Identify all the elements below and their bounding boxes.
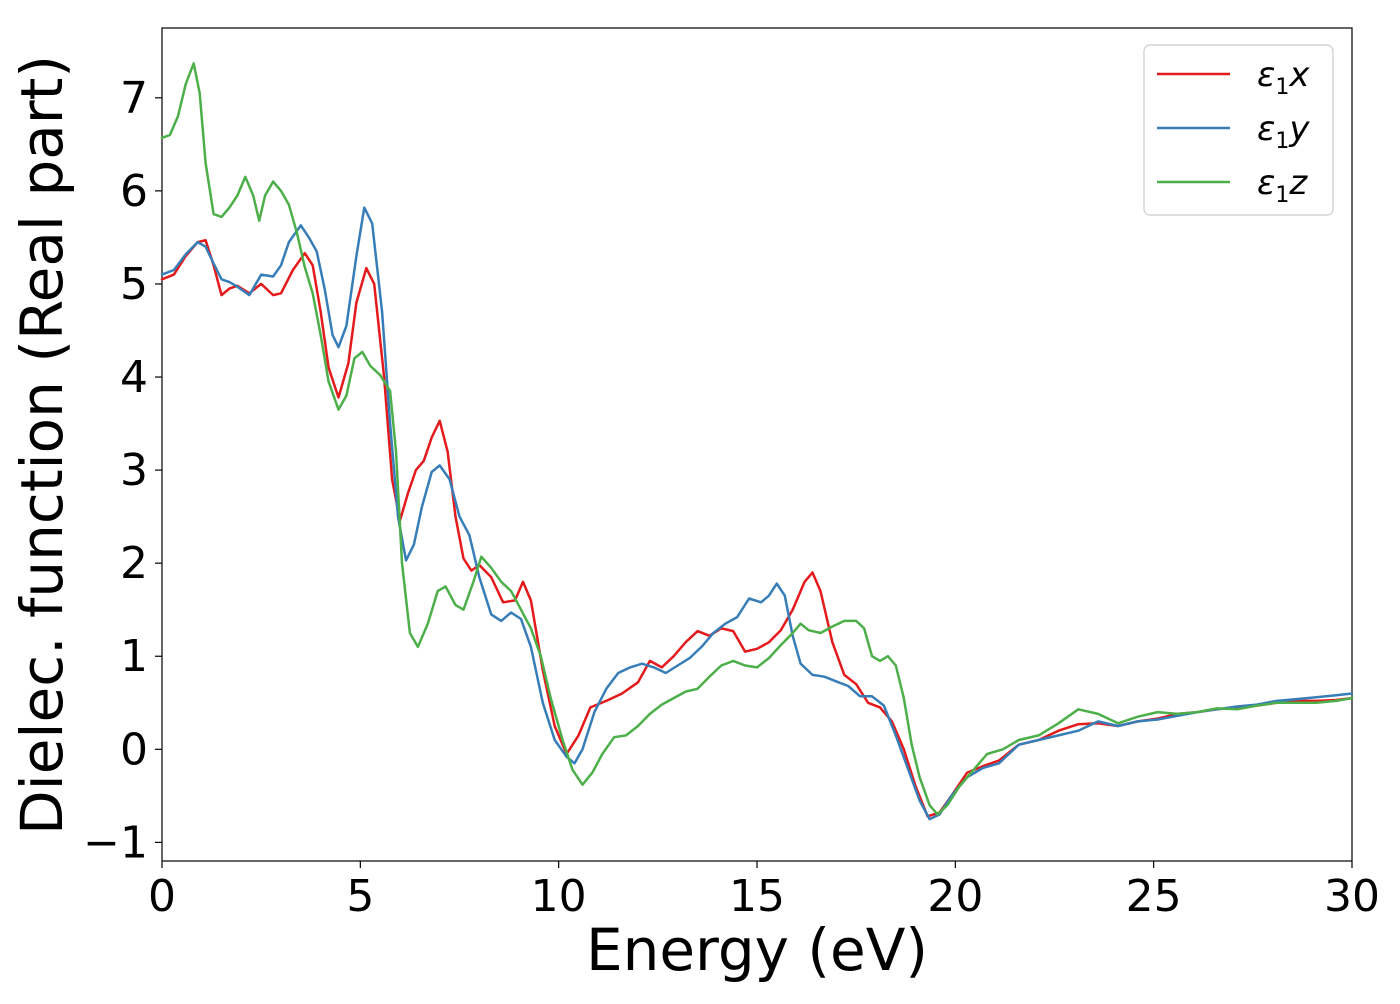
y-tick-label: 5 bbox=[120, 259, 148, 310]
x-tick-label: 15 bbox=[729, 871, 785, 922]
x-tick-label: 5 bbox=[346, 871, 374, 922]
x-tick-label: 25 bbox=[1126, 871, 1182, 922]
y-tick-label: 1 bbox=[120, 631, 148, 682]
y-axis: −1 0 1 2 3 4 5 6 7 bbox=[83, 73, 162, 868]
series-line-x bbox=[160, 238, 1354, 818]
legend-label: ε1x bbox=[1257, 55, 1310, 100]
legend-box bbox=[1143, 44, 1334, 216]
legend-variable: x bbox=[1288, 55, 1310, 95]
legend-symbol: ε bbox=[1257, 55, 1275, 95]
legend-subscript: 1 bbox=[1275, 183, 1289, 208]
legend-entry-z: ε1z bbox=[1157, 163, 1308, 208]
y-tick-label: 3 bbox=[120, 445, 148, 496]
series-line-y bbox=[160, 206, 1354, 821]
legend-label: ε1y bbox=[1257, 109, 1310, 154]
legend-symbol: ε bbox=[1257, 163, 1275, 203]
y-tick-label: 0 bbox=[120, 724, 148, 775]
y-tick-label: −1 bbox=[83, 817, 148, 868]
y-tick-label: 2 bbox=[120, 538, 148, 589]
x-tick-label: 20 bbox=[927, 871, 983, 922]
series-lines bbox=[160, 62, 1354, 821]
legend-variable: z bbox=[1288, 163, 1308, 203]
x-tick-label: 30 bbox=[1324, 871, 1380, 922]
legend-label: ε1z bbox=[1257, 163, 1308, 208]
legend-subscript: 1 bbox=[1275, 129, 1289, 154]
x-tick-label: 10 bbox=[531, 871, 587, 922]
legend-symbol: ε bbox=[1257, 109, 1275, 149]
y-tick-label: 7 bbox=[120, 73, 148, 124]
x-axis: 0 5 10 15 20 25 30 bbox=[148, 861, 1380, 922]
x-axis-title: Energy (eV) bbox=[586, 916, 928, 984]
legend-variable: y bbox=[1288, 109, 1310, 149]
y-tick-label: 6 bbox=[120, 166, 148, 217]
series-line-z bbox=[160, 62, 1354, 816]
legend-subscript: 1 bbox=[1275, 75, 1289, 100]
y-tick-label: 4 bbox=[120, 352, 148, 403]
y-axis-title: Dielec. function (Real part) bbox=[8, 55, 76, 835]
x-tick-label: 0 bbox=[148, 871, 176, 922]
legend-entry-y: ε1y bbox=[1157, 109, 1310, 154]
legend-entry-x: ε1x bbox=[1157, 55, 1310, 100]
